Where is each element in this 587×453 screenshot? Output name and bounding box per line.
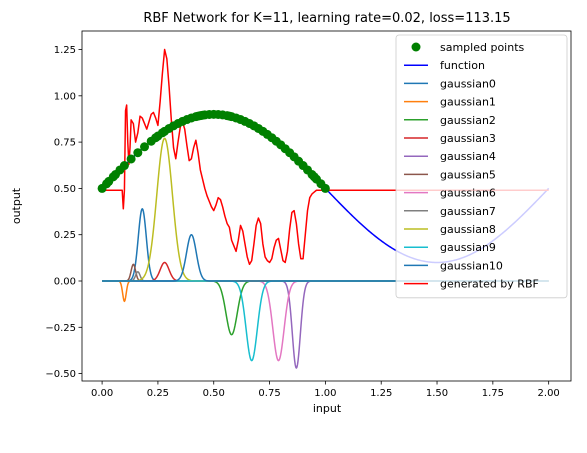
y-tick-label: 0.25 — [54, 230, 76, 241]
x-tick-label: 0.75 — [258, 388, 280, 399]
legend-label: gaussian9 — [440, 241, 496, 254]
series-layer — [97, 48, 550, 369]
y-tick-label: 1.00 — [54, 91, 76, 102]
legend-item-function: function — [404, 59, 485, 72]
x-tick-label: 0.50 — [203, 388, 225, 399]
x-tick-label: 1.00 — [314, 388, 336, 399]
x-axis: 0.00 0.25 0.50 0.75 1.00 1.25 1.50 1.75 2.00 — [91, 381, 560, 399]
legend-marker — [411, 42, 421, 52]
legend-label: gaussian0 — [440, 77, 496, 90]
legend-item-gaussian2: gaussian2 — [404, 114, 496, 127]
legend-item-gaussian3: gaussian3 — [404, 132, 496, 145]
legend-label: gaussian7 — [440, 205, 496, 218]
x-axis-label: input — [313, 402, 342, 415]
legend-item-gaussian1: gaussian1 — [404, 96, 496, 109]
legend-item-generated-by-rbf: generated by RBF — [404, 278, 539, 291]
y-axis-label: output — [10, 187, 23, 224]
y-tick-label: 0.50 — [54, 184, 76, 195]
x-tick-label: 1.25 — [370, 388, 392, 399]
y-axis: −0.50 −0.25 0.00 0.25 0.50 0.75 1.00 1.25 — [45, 45, 82, 380]
legend-label: generated by RBF — [440, 278, 539, 291]
sampled-point-54 — [320, 183, 330, 193]
y-tick-label: 0.75 — [54, 138, 76, 149]
legend-label: function — [440, 59, 485, 72]
legend: sampled points function gaussian0 gaussian1… — [395, 34, 568, 299]
y-tick-label: −0.50 — [45, 369, 76, 380]
legend-item-gaussian0: gaussian0 — [404, 77, 496, 90]
sampled-point-9 — [140, 142, 150, 152]
legend-label: gaussian2 — [440, 114, 496, 127]
legend-item-gaussian6: gaussian6 — [404, 187, 496, 200]
legend-item-sampled-points: sampled points — [411, 41, 525, 54]
legend-item-gaussian5: gaussian5 — [404, 168, 496, 181]
legend-item-gaussian9: gaussian9 — [404, 241, 496, 254]
y-tick-label: 1.25 — [54, 45, 76, 56]
series-generated-by-rbf — [102, 48, 549, 266]
legend-label: gaussian5 — [440, 168, 496, 181]
legend-item-gaussian8: gaussian8 — [404, 223, 496, 236]
sampled-point-6 — [119, 161, 129, 171]
chart-title: RBF Network for K=11, learning rate=0.02… — [143, 11, 510, 26]
x-tick-label: 2.00 — [538, 388, 560, 399]
sampled-point-8 — [133, 148, 143, 158]
legend-label: gaussian3 — [440, 132, 496, 145]
legend-item-gaussian4: gaussian4 — [404, 150, 496, 163]
legend-label: gaussian1 — [440, 96, 496, 109]
x-tick-label: 1.75 — [482, 388, 504, 399]
legend-label: gaussian8 — [440, 223, 496, 236]
x-tick-label: 0.00 — [91, 388, 113, 399]
legend-item-gaussian7: gaussian7 — [404, 205, 496, 218]
sampled-point-7 — [126, 154, 136, 164]
series-sampled-points — [97, 109, 330, 193]
legend-label: gaussian10 — [440, 259, 503, 272]
legend-label: gaussian4 — [440, 150, 496, 163]
y-tick-label: 0.00 — [54, 277, 76, 288]
legend-box — [395, 34, 568, 299]
y-tick-label: −0.25 — [45, 323, 76, 334]
x-tick-label: 1.50 — [426, 388, 448, 399]
legend-label: gaussian6 — [440, 187, 496, 200]
x-tick-label: 0.25 — [147, 388, 169, 399]
plot-frame — [81, 30, 572, 382]
legend-label: sampled points — [440, 41, 525, 54]
legend-item-gaussian10: gaussian10 — [404, 259, 503, 272]
